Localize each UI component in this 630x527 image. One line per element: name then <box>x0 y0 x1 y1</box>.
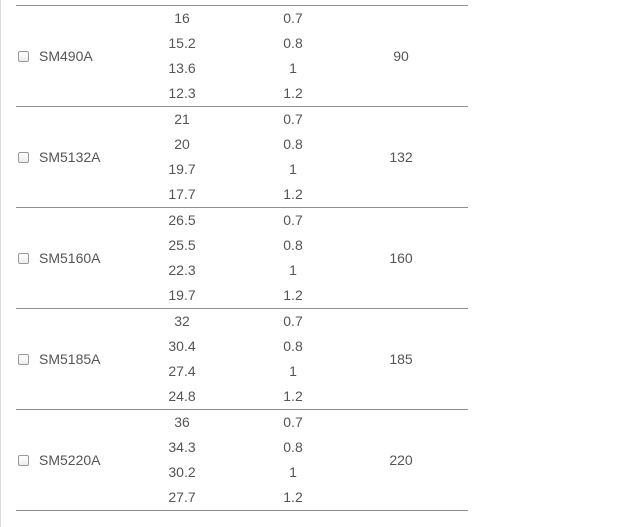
spec-list: 36 0.7 34.3 0.8 30.2 1 27.7 1.2 <box>156 410 356 510</box>
select-checkbox[interactable] <box>18 353 29 365</box>
capacity-value: 160 <box>389 250 413 266</box>
model-cell: SM5160A <box>16 208 156 308</box>
spec-value-b: 0.8 <box>283 338 303 354</box>
spec-value-a: 12.3 <box>168 85 196 101</box>
spec-value-a: 16 <box>174 10 190 26</box>
spec-row: 19.7 1.2 <box>156 283 356 308</box>
model-name: SM5160A <box>39 250 101 266</box>
product-group: SM5160A 26.5 0.7 25.5 0.8 22.3 1 19.7 1.2 16… <box>16 208 468 309</box>
spec-row: 12.3 1.2 <box>156 81 356 106</box>
spec-value-a: 30.4 <box>168 338 196 354</box>
spec-row: 30.2 1 <box>156 460 356 485</box>
spec-value-b: 1 <box>289 262 297 278</box>
spec-value-a: 27.7 <box>168 489 196 505</box>
spec-value-b: 0.7 <box>283 414 303 430</box>
model-name: SM5220A <box>39 452 101 468</box>
spec-value-b: 1.2 <box>283 388 303 404</box>
spec-row: 26.5 0.7 <box>156 208 356 233</box>
spec-value-b: 1 <box>289 464 297 480</box>
spec-value-b: 0.7 <box>283 313 303 329</box>
product-group: SM490A 16 0.7 15.2 0.8 13.6 1 12.3 1.2 90 <box>16 6 468 107</box>
spec-value-a: 30.2 <box>168 464 196 480</box>
select-checkbox[interactable] <box>18 454 29 466</box>
select-checkbox[interactable] <box>18 50 29 62</box>
model-name: SM5132A <box>39 149 101 165</box>
spec-value-b: 0.7 <box>283 111 303 127</box>
spec-value-b: 0.8 <box>283 237 303 253</box>
spec-value-b: 1.2 <box>283 186 303 202</box>
spec-row: 13.6 1 <box>156 56 356 81</box>
product-group: SM5185A 32 0.7 30.4 0.8 27.4 1 24.8 1.2 185 <box>16 309 468 410</box>
model-cell: SM490A <box>16 6 156 106</box>
spec-row: 36 0.7 <box>156 410 356 435</box>
model-name: SM490A <box>39 48 93 64</box>
spec-row: 32 0.7 <box>156 309 356 334</box>
spec-row: 19.7 1 <box>156 157 356 182</box>
spec-value-b: 0.7 <box>283 212 303 228</box>
product-group: SM5132A 21 0.7 20 0.8 19.7 1 17.7 1.2 132 <box>16 107 468 208</box>
left-border <box>0 0 1 527</box>
product-table: SM490A 16 0.7 15.2 0.8 13.6 1 12.3 1.2 90 <box>16 5 468 511</box>
model-cell: SM5220A <box>16 410 156 510</box>
spec-value-b: 1 <box>289 161 297 177</box>
spec-row: 30.4 0.8 <box>156 334 356 359</box>
spec-value-b: 1.2 <box>283 85 303 101</box>
spec-value-b: 0.8 <box>283 439 303 455</box>
spec-row: 34.3 0.8 <box>156 435 356 460</box>
spec-row: 20 0.8 <box>156 132 356 157</box>
spec-value-a: 13.6 <box>168 60 196 76</box>
spec-value-b: 0.7 <box>283 10 303 26</box>
spec-list: 21 0.7 20 0.8 19.7 1 17.7 1.2 <box>156 107 356 207</box>
spec-row: 16 0.7 <box>156 6 356 31</box>
spec-row: 24.8 1.2 <box>156 384 356 409</box>
spec-row: 27.7 1.2 <box>156 485 356 510</box>
spec-value-a: 17.7 <box>168 186 196 202</box>
spec-value-a: 26.5 <box>168 212 196 228</box>
spec-list: 16 0.7 15.2 0.8 13.6 1 12.3 1.2 <box>156 6 356 106</box>
spec-row: 15.2 0.8 <box>156 31 356 56</box>
spec-row: 25.5 0.8 <box>156 233 356 258</box>
spec-list: 32 0.7 30.4 0.8 27.4 1 24.8 1.2 <box>156 309 356 409</box>
spec-value-a: 32 <box>174 313 190 329</box>
spec-value-a: 24.8 <box>168 388 196 404</box>
capacity-value: 90 <box>393 48 409 64</box>
spec-list: 26.5 0.7 25.5 0.8 22.3 1 19.7 1.2 <box>156 208 356 308</box>
capacity-value: 132 <box>389 149 413 165</box>
spec-value-a: 19.7 <box>168 287 196 303</box>
spec-value-a: 25.5 <box>168 237 196 253</box>
spec-value-a: 19.7 <box>168 161 196 177</box>
spec-value-b: 0.8 <box>283 136 303 152</box>
spec-value-b: 1.2 <box>283 287 303 303</box>
spec-value-a: 15.2 <box>168 35 196 51</box>
spec-value-b: 1 <box>289 363 297 379</box>
capacity-value: 185 <box>389 351 413 367</box>
model-cell: SM5132A <box>16 107 156 207</box>
spec-row: 27.4 1 <box>156 359 356 384</box>
model-name: SM5185A <box>39 351 101 367</box>
spec-value-a: 34.3 <box>168 439 196 455</box>
spec-row: 22.3 1 <box>156 258 356 283</box>
spec-value-a: 22.3 <box>168 262 196 278</box>
select-checkbox[interactable] <box>18 252 29 264</box>
spec-value-b: 0.8 <box>283 35 303 51</box>
product-group: SM5220A 36 0.7 34.3 0.8 30.2 1 27.7 1.2 220 <box>16 410 468 511</box>
select-checkbox[interactable] <box>18 151 29 163</box>
spec-value-b: 1 <box>289 60 297 76</box>
spec-value-a: 20 <box>174 136 190 152</box>
capacity-value: 220 <box>389 452 413 468</box>
spec-value-a: 27.4 <box>168 363 196 379</box>
spec-value-a: 21 <box>174 111 190 127</box>
spec-row: 21 0.7 <box>156 107 356 132</box>
spec-value-a: 36 <box>174 414 190 430</box>
model-cell: SM5185A <box>16 309 156 409</box>
spec-value-b: 1.2 <box>283 489 303 505</box>
spec-row: 17.7 1.2 <box>156 182 356 207</box>
